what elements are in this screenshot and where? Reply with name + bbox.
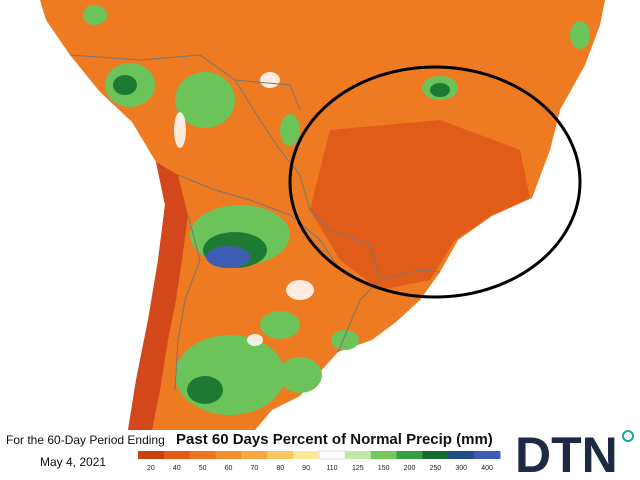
chile-dry-strip [128, 162, 188, 430]
caption-period: For the 60-Day Period Ending [6, 433, 165, 447]
colorbar-tick-label: 40 [173, 465, 181, 472]
colorbar-tick-label: 70 [250, 465, 258, 472]
colorbar-tick-label: 200 [404, 465, 416, 472]
southeast-brazil-dry [310, 120, 530, 290]
colorbar-swatch [241, 451, 268, 459]
colorbar-swatch [396, 451, 423, 459]
colorbar-tick-label: 20 [147, 465, 155, 472]
colorbar-tick-label: 110 [326, 465, 337, 472]
colorbar-swatch [215, 451, 242, 459]
logo: DTN [515, 427, 618, 480]
wettest-spot [206, 246, 250, 268]
map [40, 0, 605, 430]
highlight-ellipse [288, 65, 582, 299]
logo-dot [622, 430, 634, 442]
colorbar-tick-label: 400 [481, 465, 493, 472]
colorbar-swatch [267, 451, 294, 459]
colorbar-tick-label: 80 [276, 465, 284, 472]
colorbar-tick-label: 60 [225, 465, 233, 472]
colorbar-tick-label: 90 [302, 465, 310, 472]
colorbar-swatch [293, 451, 320, 459]
legend-title: Past 60 Days Percent of Normal Precip (m… [176, 431, 493, 448]
colorbar-swatch [370, 451, 398, 459]
colorbar-swatch [318, 450, 346, 460]
colorbar: 20 40 50 60 70 80 90 110 125 150 200 250 300 400 [138, 450, 501, 472]
caption-date: May 4, 2021 [40, 455, 106, 469]
colorbar-swatch [448, 451, 475, 459]
colorbar-swatch [344, 451, 372, 459]
colorbar-swatch [474, 451, 501, 459]
colorbar-swatch [189, 451, 217, 459]
colorbar-tick-label: 125 [352, 465, 364, 472]
colorbar-swatch [163, 451, 191, 459]
colorbar-tick-label: 50 [199, 465, 207, 472]
colorbar-tick-label: 250 [430, 465, 442, 472]
colorbar-tick-label: 150 [378, 465, 390, 472]
colorbar-swatch [422, 451, 449, 459]
borders [69, 54, 441, 391]
colorbar-swatch [138, 451, 165, 459]
colorbar-tick-label: 300 [455, 465, 467, 472]
